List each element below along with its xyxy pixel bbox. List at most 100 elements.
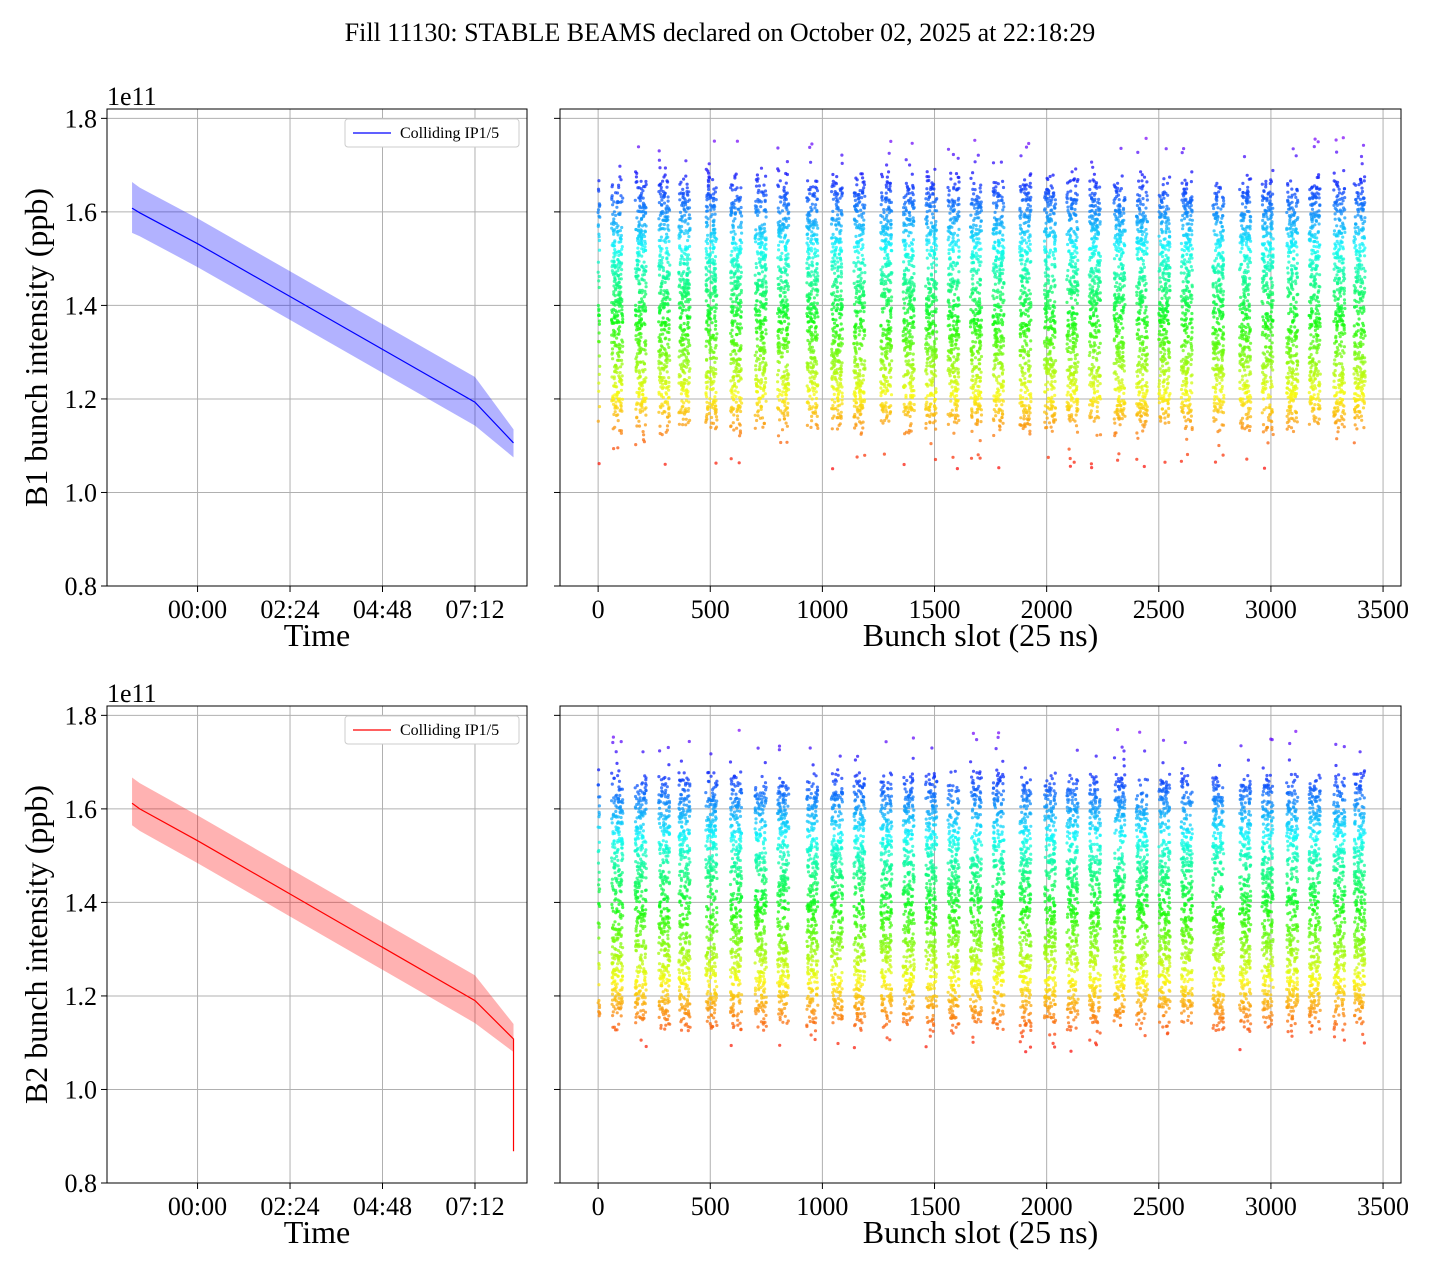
data-point: [951, 236, 955, 240]
data-point: [610, 194, 614, 198]
data-point: [925, 357, 930, 361]
data-point: [681, 423, 685, 427]
data-point: [814, 405, 819, 409]
data-point: [954, 408, 959, 412]
data-point: [901, 290, 905, 294]
data-point: [978, 379, 983, 383]
data-point: [807, 248, 811, 252]
data-point: [809, 361, 813, 365]
data-point: [779, 275, 783, 279]
data-point: [760, 270, 765, 274]
data-point: [679, 247, 683, 251]
data-point: [736, 207, 740, 211]
data-point: [840, 161, 844, 165]
data-point: [978, 263, 982, 268]
data-point: [759, 205, 763, 209]
data-point: [857, 251, 861, 255]
data-point: [813, 326, 818, 330]
data-point: [616, 413, 620, 417]
data-point: [705, 225, 709, 229]
data-point: [764, 302, 768, 306]
data-point: [707, 196, 711, 201]
data-point: [881, 421, 885, 425]
data-point: [667, 384, 671, 388]
data-point: [619, 233, 624, 238]
data-point: [861, 390, 865, 394]
data-point: [879, 367, 883, 372]
data-point: [853, 198, 858, 202]
data-point: [903, 337, 908, 342]
data-point: [931, 200, 935, 204]
data-point: [909, 406, 914, 410]
data-point: [926, 327, 930, 331]
data-point: [784, 343, 788, 347]
data-point: [739, 223, 743, 227]
data-point: [709, 368, 713, 372]
data-point: [970, 277, 974, 281]
data-point: [776, 334, 780, 338]
data-point: [704, 247, 708, 251]
data-point: [738, 434, 742, 438]
data-point: [889, 248, 893, 253]
data-point: [739, 347, 743, 351]
data-point: [687, 400, 691, 404]
data-point: [665, 288, 669, 293]
data-point: [705, 400, 709, 404]
data-point: [949, 312, 953, 316]
data-point: [889, 139, 893, 143]
data-point: [969, 396, 973, 400]
data-point: [785, 204, 789, 208]
data-point: [707, 309, 711, 313]
data-point: [889, 308, 893, 312]
data-point: [912, 284, 916, 288]
data-point: [638, 282, 642, 286]
data-point: [738, 298, 743, 302]
data-point: [641, 438, 646, 442]
data-point: [612, 255, 616, 259]
data-point: [839, 209, 844, 213]
data-point: [678, 198, 682, 202]
data-point: [834, 331, 838, 335]
data-point: [883, 279, 888, 283]
data-point: [857, 326, 861, 330]
data-point: [680, 286, 684, 290]
data-point: [930, 380, 934, 384]
data-point: [862, 183, 867, 187]
data-point: [811, 405, 815, 409]
data-point: [667, 228, 671, 232]
data-point: [855, 289, 859, 293]
data-point: [615, 230, 619, 234]
data-point: [951, 221, 955, 225]
data-point: [879, 220, 883, 225]
data-point: [617, 320, 621, 324]
data-point: [815, 189, 820, 193]
data-point: [971, 311, 976, 315]
data-point: [687, 325, 691, 330]
data-point: [859, 276, 863, 280]
data-point: [783, 399, 787, 403]
data-point: [903, 301, 907, 305]
data-point: [976, 453, 980, 457]
data-point: [924, 426, 928, 430]
data-point: [887, 206, 891, 210]
data-point: [946, 314, 950, 318]
data-point: [640, 224, 645, 228]
data-point: [856, 275, 860, 279]
data-point: [881, 382, 885, 386]
data-point: [620, 245, 624, 249]
data-point: [858, 322, 863, 326]
data-point: [813, 206, 817, 210]
data-point: [947, 301, 951, 305]
data-point: [667, 326, 671, 331]
data-point: [889, 312, 893, 317]
data-point: [972, 223, 976, 227]
data-point: [615, 395, 619, 399]
data-point: [837, 240, 842, 244]
data-point: [731, 341, 735, 345]
data-point: [618, 237, 623, 241]
x-tick-label: 2500: [1133, 595, 1185, 624]
data-point: [659, 328, 664, 332]
data-point: [638, 360, 642, 364]
data-point: [853, 218, 857, 222]
data-point: [947, 371, 952, 376]
